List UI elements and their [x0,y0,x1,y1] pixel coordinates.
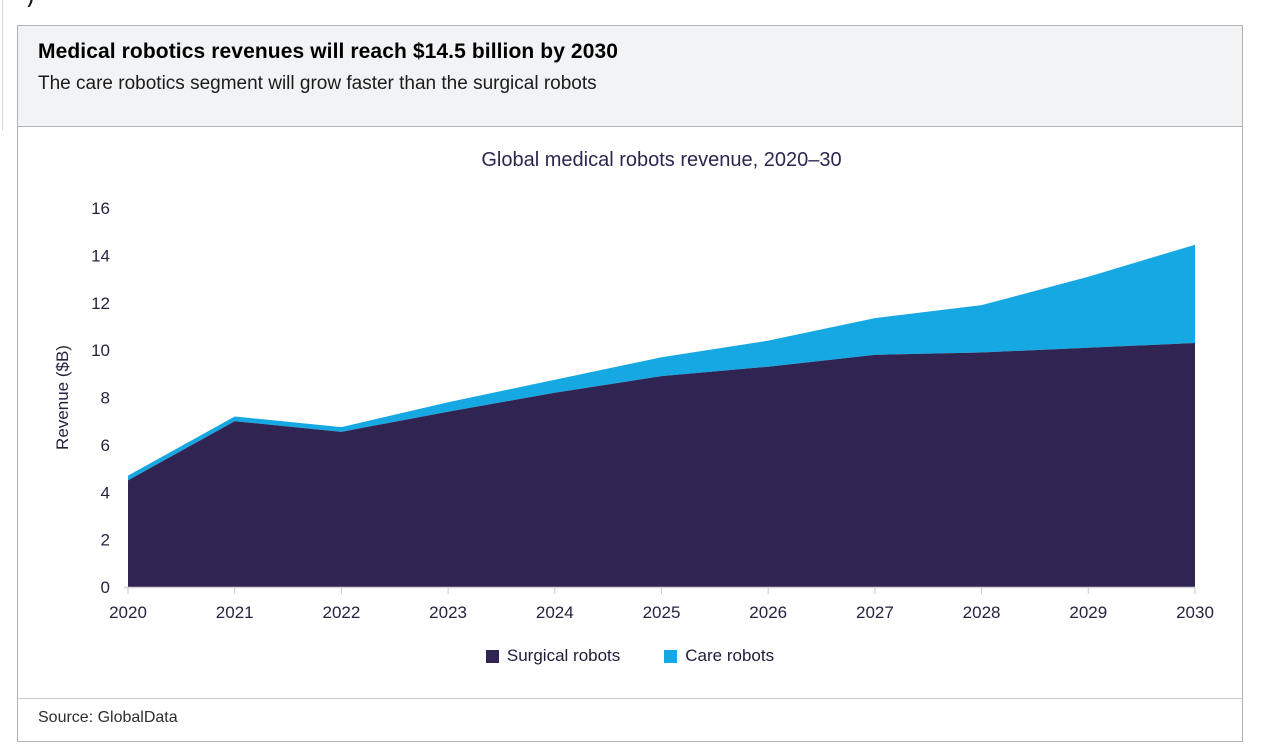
y-axis-label: 12 [91,294,110,313]
y-axis-label: 6 [101,436,110,455]
x-axis-label: 2026 [749,603,787,622]
card-header: Medical robotics revenues will reach $14… [18,26,1242,127]
area-surgical-robots [128,343,1195,587]
y-axis-label: 16 [91,199,110,218]
source-strip: Source: GlobalData [18,698,1242,741]
cropped-text-fragment: ) [26,0,44,7]
x-axis-label: 2027 [856,603,894,622]
x-axis-label: 2025 [643,603,681,622]
legend-label: Care robots [685,646,775,665]
x-axis-label: 2023 [429,603,467,622]
y-axis-label: 10 [91,341,110,360]
x-axis-label: 2020 [109,603,147,622]
y-axis-label: 4 [101,483,110,502]
x-axis-label: 2028 [963,603,1001,622]
left-edge-line [2,0,3,130]
chart-legend: Surgical robots Care robots [18,646,1242,666]
x-axis-label: 2021 [216,603,254,622]
x-axis-label: 2024 [536,603,574,622]
subheadline: The care robotics segment will grow fast… [38,73,597,94]
x-axis-label: 2029 [1069,603,1107,622]
y-axis-label: 2 [101,531,110,550]
area-care-robots [128,244,1195,481]
y-axis-label: 0 [101,578,110,597]
surgical-robots-swatch-icon [485,649,499,663]
source-label: Source: GlobalData [38,709,178,726]
report-card: Medical robotics revenues will reach $14… [17,25,1243,742]
y-axis-label: 14 [91,246,110,265]
headline: Medical robotics revenues will reach $14… [38,40,619,63]
care-robots-swatch-icon [664,649,678,663]
revenue-area-chart: 2020 2021 2022 2023 2024 2025 2026 2027 2028 2029… [53,199,1214,622]
x-axis-label: 2030 [1176,603,1214,622]
chart-title: Global medical robots revenue, 2020–30 [481,149,842,171]
y-axis-title: Revenue ($B) [53,345,72,450]
legend-item-surgical-robots: Surgical robots [485,646,621,666]
legend-label: Surgical robots [506,646,621,665]
x-axis-label: 2022 [322,603,360,622]
legend-item-care-robots: Care robots [664,646,774,666]
y-axis-label: 8 [101,389,110,408]
chart-region: 2020 2021 2022 2023 2024 2025 2026 2027 2028 2029… [18,127,1242,698]
